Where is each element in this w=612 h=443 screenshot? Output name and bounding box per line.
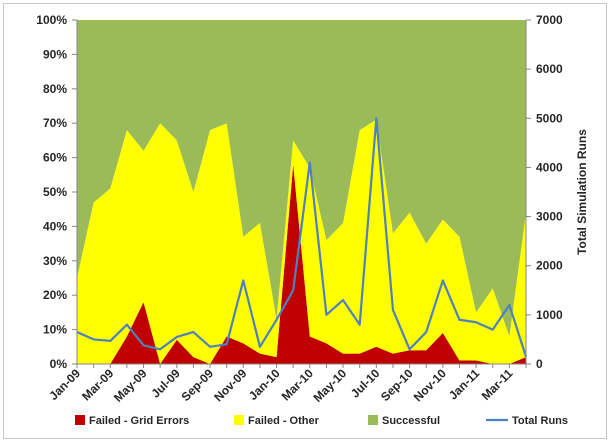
- right-tick-label: 7000: [536, 13, 563, 27]
- x-tick-label: Nov-10: [411, 366, 449, 404]
- left-tick-label: 70%: [43, 116, 67, 130]
- x-tick-label: May-09: [111, 366, 150, 405]
- x-tick-label: Sep-10: [378, 366, 416, 404]
- right-tick-label: 3000: [536, 210, 563, 224]
- left-tick-label: 50%: [43, 185, 67, 199]
- area-layer: [77, 20, 526, 364]
- x-tick-label: Jan-09: [46, 366, 83, 403]
- x-tick-label: Mar-10: [279, 366, 316, 403]
- left-tick-label: 80%: [43, 82, 67, 96]
- right-tick-label: 5000: [536, 111, 563, 125]
- total-runs-line-layer: [76, 117, 528, 357]
- x-tick-label: Mar-11: [479, 366, 516, 403]
- area-failed-other: [77, 119, 526, 364]
- x-tick-label: Jan-10: [246, 366, 283, 403]
- legend-color-swatch: [75, 415, 85, 425]
- legend-label: Successful: [382, 415, 440, 427]
- left-tick-label: 100%: [36, 13, 67, 27]
- right-tick-label: 0: [536, 357, 543, 371]
- left-tick-label: 40%: [43, 219, 67, 233]
- legend-item-failed-other: Failed - Other: [234, 415, 320, 427]
- left-tick-label: 90%: [43, 47, 67, 61]
- legend-label: Failed - Grid Errors: [89, 415, 189, 427]
- x-axis-ticks: Jan-09Mar-09May-09Jul-09Sep-09Nov-09Jan-…: [46, 364, 527, 405]
- x-tick-label: Nov-09: [211, 366, 249, 404]
- x-tick-label: Jan-11: [446, 366, 483, 403]
- legend-item-total-runs: Total Runs: [486, 415, 568, 427]
- x-tick-label: Jul-09: [148, 366, 183, 401]
- x-tick-label: May-10: [311, 366, 350, 405]
- legend-label: Failed - Other: [248, 415, 320, 427]
- legend-color-swatch: [368, 415, 378, 425]
- area-successful: [77, 20, 526, 337]
- right-tick-label: 1000: [536, 308, 563, 322]
- left-tick-label: 30%: [43, 254, 67, 268]
- x-tick-label: Sep-09: [178, 366, 216, 404]
- right-tick-label: 2000: [536, 259, 563, 273]
- x-tick-label: Mar-09: [79, 366, 116, 403]
- legend: Failed - Grid Errors Failed - Other Succes…: [75, 415, 568, 427]
- legend-label: Total Runs: [512, 415, 568, 427]
- total-runs-line: [76, 117, 528, 357]
- legend-item-successful: Successful: [368, 415, 440, 427]
- left-tick-label: 60%: [43, 151, 67, 165]
- x-tick-label: Jul-10: [348, 366, 383, 401]
- left-tick-label: 20%: [43, 288, 67, 302]
- left-tick-label: 10%: [43, 323, 67, 337]
- area-failed-grid-errors: [77, 164, 526, 364]
- right-axis-ticks: 0 1000 2000 3000 4000 5000 6000 7000: [526, 13, 563, 371]
- right-axis-title: Total Simulation Runs: [575, 129, 589, 255]
- right-tick-label: 6000: [536, 62, 563, 76]
- left-tick-label: 0%: [50, 357, 68, 371]
- right-tick-label: 4000: [536, 160, 563, 174]
- legend-item-failed-grid-errors: Failed - Grid Errors: [75, 415, 189, 427]
- left-axis-ticks: 0% 10% 20% 30% 40% 50% 60% 70% 80% 90% 100%: [36, 13, 77, 371]
- legend-color-swatch: [234, 415, 244, 425]
